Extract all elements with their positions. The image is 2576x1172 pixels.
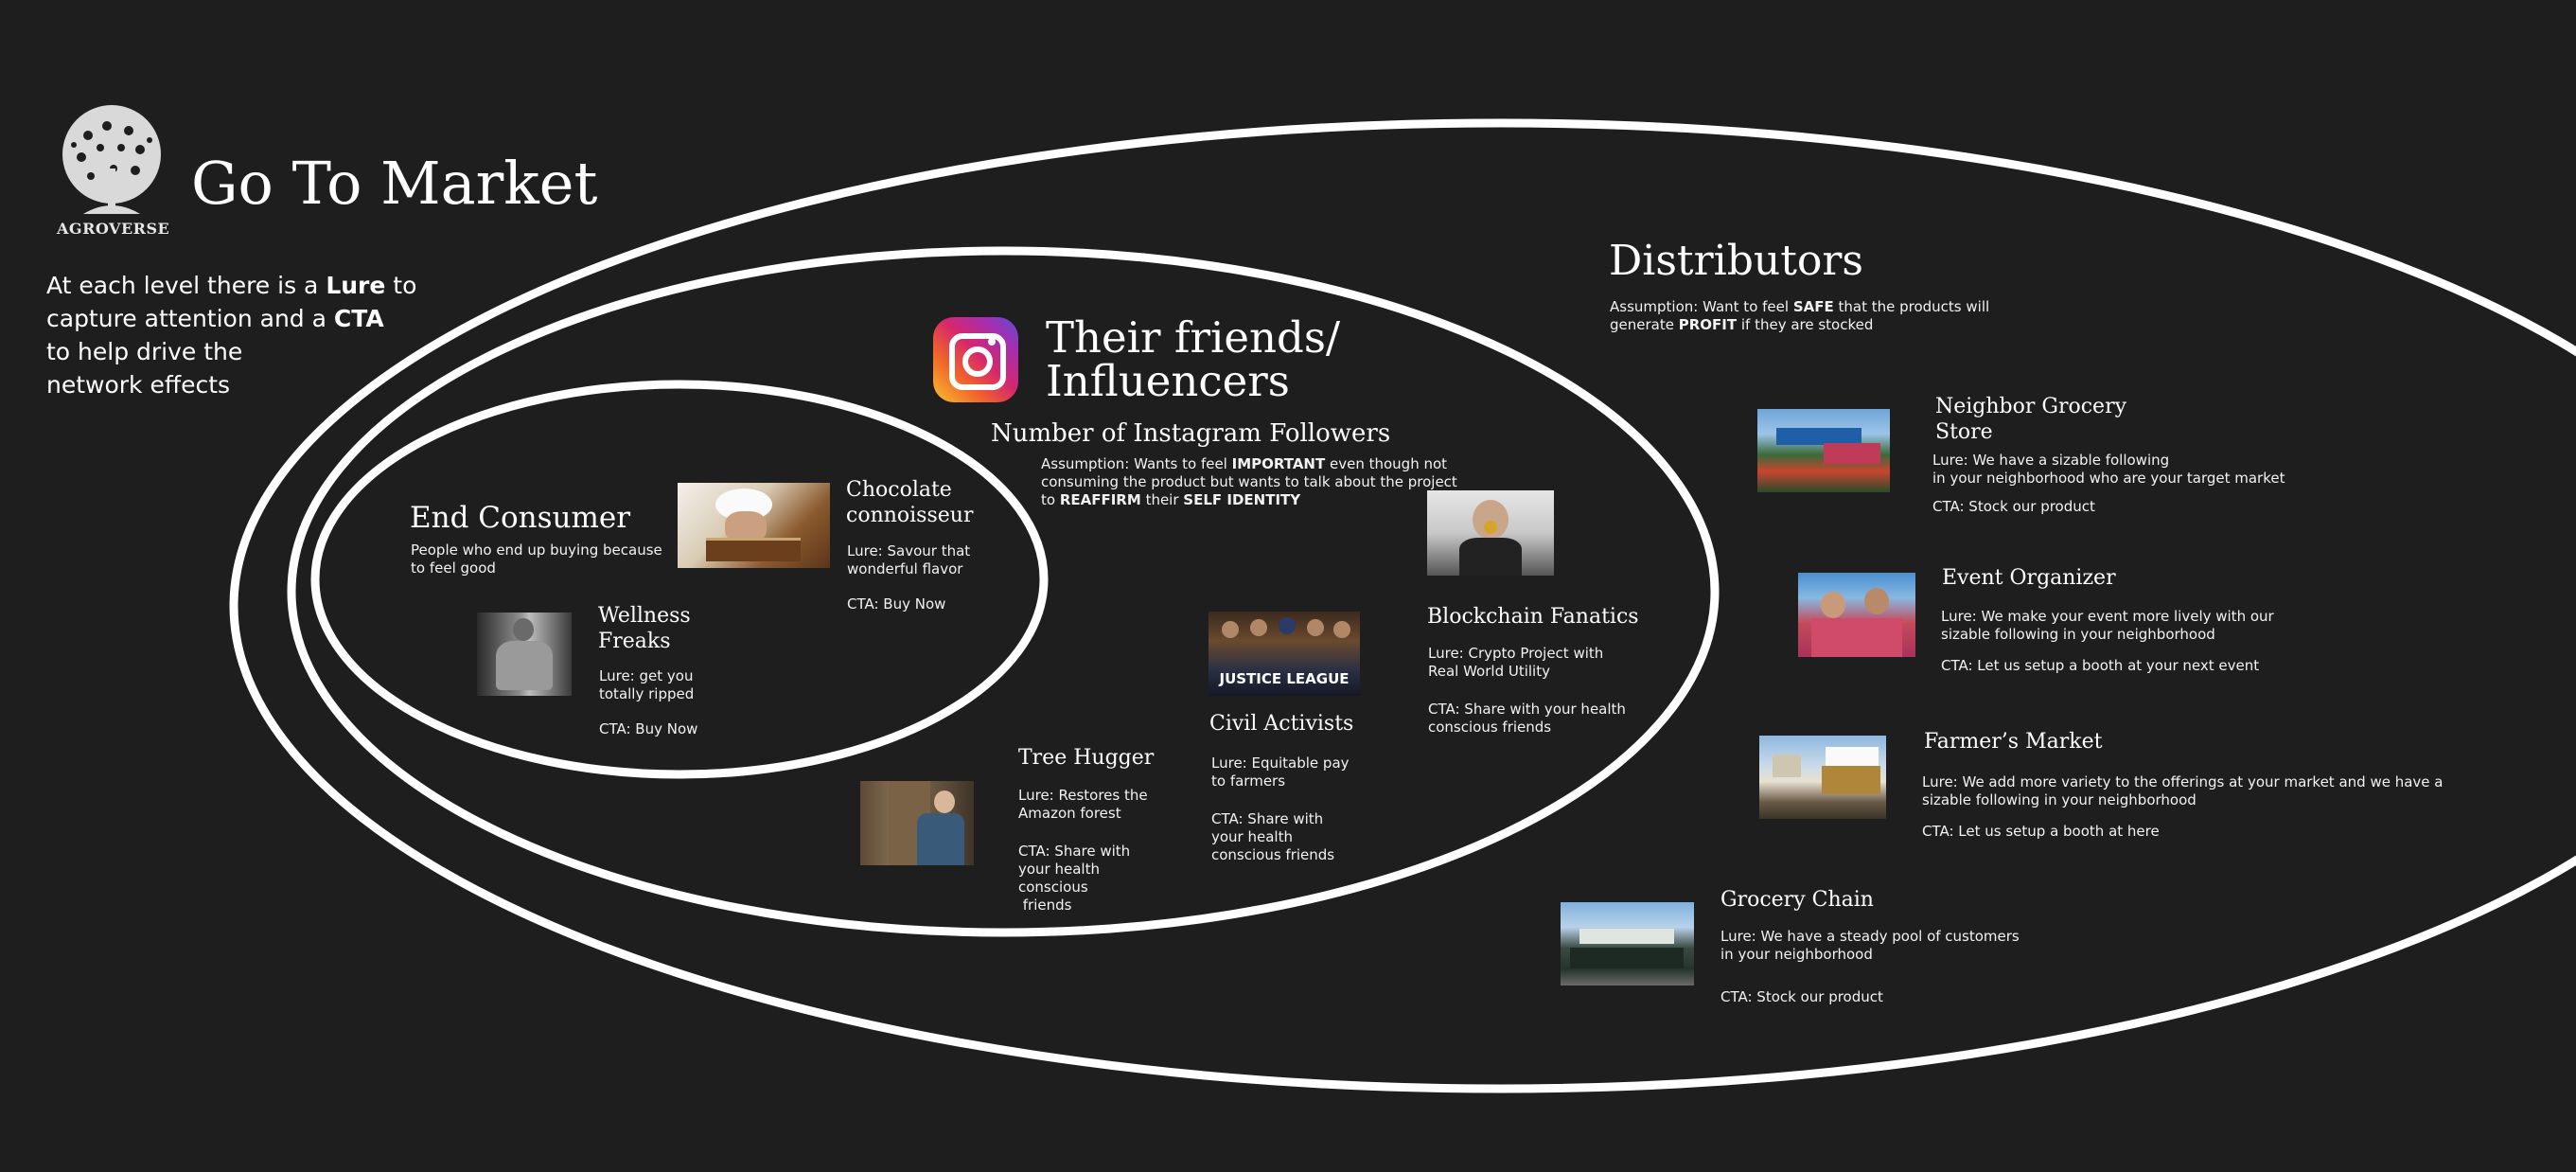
chocolate-chef-image (678, 483, 830, 568)
tree-cta: CTA: Share with your health conscious fr… (1018, 843, 1131, 914)
logo-wordmark: AGROVERSE (57, 220, 170, 238)
farmers-cta: CTA: Let us setup a booth at here (1922, 823, 2160, 840)
event-cta: CTA: Let us setup a booth at your next e… (1941, 657, 2260, 674)
instagram-icon (933, 317, 1018, 402)
grocery-chain-lure: Lure: We have a steady pool of customers… (1720, 928, 2020, 963)
chocolate-connoisseur-title: Chocolate connoisseur (846, 478, 974, 527)
neighbor-cta: CTA: Stock our product (1932, 498, 2095, 515)
instagram-followers-subtitle: Number of Instagram Followers (991, 419, 1391, 448)
agroverse-logo: AGROVERSE (55, 102, 170, 244)
farmers-market-title: Farmer’s Market (1924, 730, 2103, 754)
event-lure: Lure: We make your event more lively wit… (1941, 608, 2274, 643)
justice-league-poster-image: JUSTICE LEAGUE (1209, 612, 1360, 696)
blockchain-lure: Lure: Crypto Project with Real World Uti… (1428, 645, 1604, 680)
event-organizer-title: Event Organizer (1942, 566, 2116, 590)
end-consumer-description: People who end up buying because to feel… (411, 542, 662, 577)
page-title: Go To Market (191, 149, 598, 218)
agroverse-tree-logo (62, 105, 161, 214)
tree-lure: Lure: Restores the Amazon forest (1018, 787, 1148, 822)
civil-activists-title: Civil Activists (1209, 712, 1354, 736)
blockchain-cta: CTA: Share with your health conscious fr… (1428, 701, 1626, 736)
farmers-lure: Lure: We add more variety to the offerin… (1922, 773, 2444, 808)
influencers-assumption: Assumption: Wants to feel IMPORTANT even… (1041, 455, 1457, 508)
chocolate-lure: Lure: Savour that wonderful flavor (847, 542, 971, 577)
poster-title: JUSTICE LEAGUE (1219, 670, 1350, 687)
tree-hugger-image (860, 781, 974, 865)
influencers-title: Their friends/ Influencers (1046, 312, 1341, 406)
grocery-chain-image (1561, 902, 1694, 986)
inner-ellipse (310, 380, 1049, 779)
middle-ellipse (287, 246, 1720, 937)
grocery-chain-cta: CTA: Stock our product (1720, 988, 1883, 1005)
civil-cta: CTA: Share with your health conscious fr… (1211, 810, 1335, 863)
neighbor-lure: Lure: We have a sizable following in you… (1932, 452, 2285, 487)
outer-ellipse (229, 118, 2576, 1093)
wellness-freaks-title: Wellness Freaks (598, 604, 691, 653)
civil-lure: Lure: Equitable pay to farmers (1211, 755, 1350, 790)
farmers-market-image (1759, 736, 1886, 819)
blockchain-fans-image (1427, 490, 1554, 576)
neighbor-grocery-title: Neighbor Grocery Store (1935, 395, 2127, 444)
event-organizer-image (1798, 573, 1915, 657)
bodybuilder-image (477, 613, 572, 696)
distributors-title: Distributors (1609, 237, 1864, 285)
distributors-assumption: Assumption: Want to feel SAFE that the p… (1610, 298, 1990, 333)
neighbor-grocery-image (1757, 409, 1890, 492)
end-consumer-title: End Consumer (410, 501, 631, 535)
wellness-lure: Lure: get you totally ripped (599, 667, 695, 702)
intro-text: At each level there is a Lure to capture… (46, 272, 417, 399)
grocery-chain-title: Grocery Chain (1720, 888, 1874, 912)
wellness-cta: CTA: Buy Now (599, 720, 698, 737)
tree-hugger-title: Tree Hugger (1018, 746, 1155, 770)
blockchain-fanatics-title: Blockchain Fanatics (1427, 605, 1639, 629)
chocolate-cta: CTA: Buy Now (847, 595, 946, 613)
